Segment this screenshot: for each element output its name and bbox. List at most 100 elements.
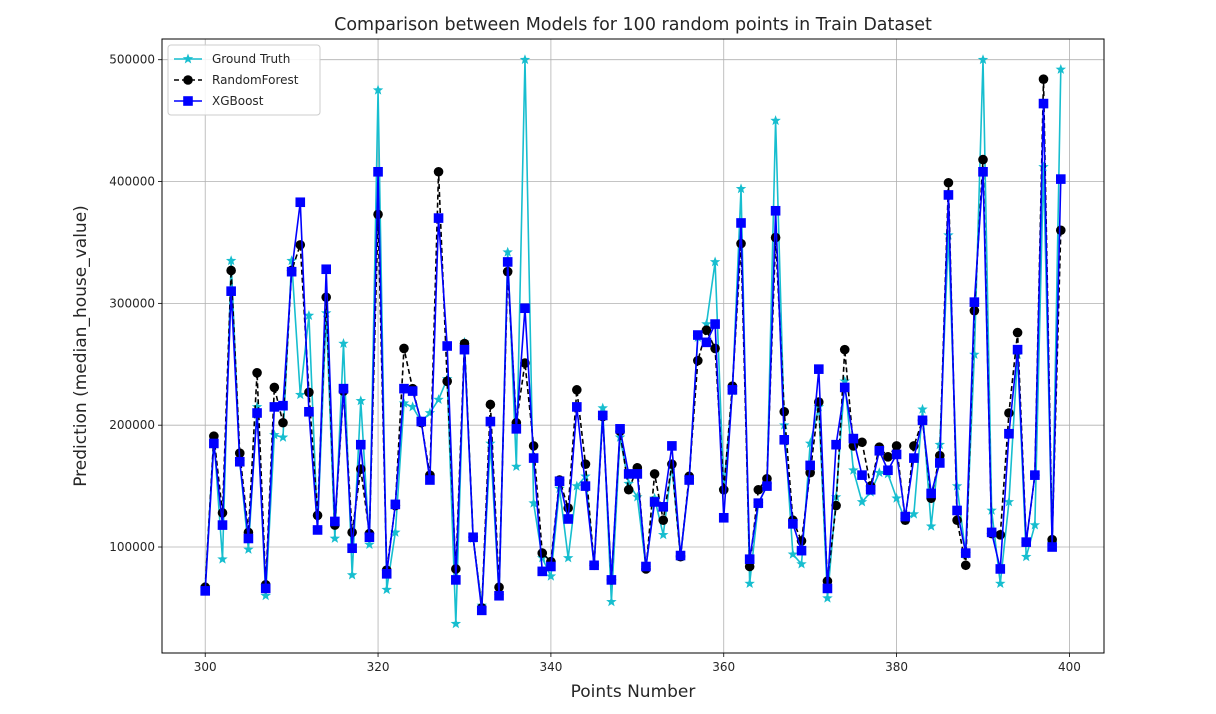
- data-point: [399, 383, 409, 394]
- data-point: [693, 355, 703, 366]
- data-point: [398, 397, 410, 408]
- data-point: [433, 166, 444, 177]
- data-point: [1012, 327, 1023, 338]
- data-point: [562, 552, 574, 563]
- data-point: [857, 470, 867, 480]
- data-point: [502, 246, 513, 257]
- data-point: [347, 527, 357, 538]
- data-point: [303, 310, 315, 320]
- data-point: [917, 415, 928, 426]
- data-point: [433, 213, 444, 223]
- legend-marker: [183, 96, 193, 106]
- data-point: [649, 497, 660, 507]
- data-point: [442, 341, 452, 351]
- data-point: [295, 197, 306, 208]
- data-point: [779, 435, 790, 445]
- chart-title: Comparison between Models for 100 random…: [334, 15, 932, 35]
- data-point: [1055, 63, 1067, 74]
- data-point: [373, 209, 383, 220]
- data-point: [744, 554, 755, 564]
- data-point: [925, 520, 937, 531]
- data-point: [874, 467, 885, 478]
- data-point: [217, 553, 228, 564]
- legend-label: RandomForest: [212, 73, 299, 87]
- data-point: [225, 255, 237, 266]
- data-point: [1012, 344, 1023, 355]
- data-point: [623, 484, 634, 495]
- data-point: [770, 205, 781, 216]
- data-point: [779, 406, 790, 417]
- data-point: [701, 318, 712, 329]
- data-point: [304, 387, 314, 398]
- data-point: [416, 416, 427, 427]
- legend-marker: [183, 75, 193, 85]
- data-point: [995, 578, 1006, 589]
- data-point: [373, 166, 383, 177]
- legend-label: XGBoost: [212, 94, 264, 108]
- data-point: [649, 469, 660, 479]
- legend: Ground Truth RandomForest XGBoost: [167, 44, 321, 116]
- data-point: [321, 264, 332, 275]
- data-point: [226, 286, 236, 296]
- data-point: [295, 240, 306, 250]
- data-point: [528, 453, 539, 463]
- data-point: [684, 475, 694, 485]
- data-point: [424, 407, 436, 418]
- data-point: [865, 484, 876, 495]
- data-point: [252, 408, 262, 418]
- data-point: [485, 437, 496, 448]
- data-point: [891, 441, 902, 451]
- data-point: [217, 520, 228, 530]
- data-point: [260, 583, 271, 594]
- data-point: [762, 481, 772, 491]
- data-point: [718, 484, 729, 495]
- data-point: [995, 530, 1006, 540]
- data-point: [710, 319, 720, 329]
- data-point: [952, 505, 962, 516]
- series-layer: [199, 54, 1067, 629]
- data-point: [883, 465, 893, 476]
- data-point: [226, 265, 236, 276]
- data-point: [934, 458, 945, 468]
- data-point: [753, 498, 764, 508]
- data-point: [572, 385, 582, 395]
- data-point: [856, 496, 868, 507]
- data-point: [710, 343, 720, 354]
- data-point: [537, 566, 548, 577]
- x-tick-label: 300: [194, 660, 217, 674]
- data-point: [537, 548, 548, 558]
- data-point: [796, 545, 807, 556]
- data-point: [978, 154, 988, 165]
- data-point: [528, 497, 539, 508]
- y-tick-label: 100000: [109, 540, 155, 554]
- data-point: [580, 470, 591, 481]
- plot-frame: [161, 38, 1105, 654]
- data-point: [606, 575, 617, 585]
- data-point: [822, 592, 833, 603]
- data-point: [589, 560, 599, 571]
- data-point: [269, 382, 280, 393]
- data-point: [753, 484, 764, 495]
- data-point: [338, 338, 349, 349]
- data-point: [1003, 496, 1015, 507]
- data-point: [372, 84, 384, 95]
- data-point: [286, 255, 297, 266]
- x-tick-label: 360: [712, 660, 735, 674]
- data-point: [390, 526, 401, 537]
- data-point: [1029, 519, 1041, 530]
- data-point: [891, 449, 902, 460]
- data-point: [891, 492, 902, 503]
- data-point: [839, 375, 850, 386]
- data-point: [347, 543, 357, 554]
- data-point: [520, 303, 530, 314]
- data-point: [346, 569, 358, 580]
- data-point: [304, 406, 314, 417]
- x-tick-label: 400: [1058, 660, 1081, 674]
- data-point: [571, 480, 583, 491]
- data-point: [848, 433, 859, 444]
- data-point: [623, 469, 634, 479]
- data-point: [554, 476, 565, 487]
- data-point: [943, 177, 954, 188]
- data-point: [485, 416, 496, 427]
- data-point: [744, 578, 755, 589]
